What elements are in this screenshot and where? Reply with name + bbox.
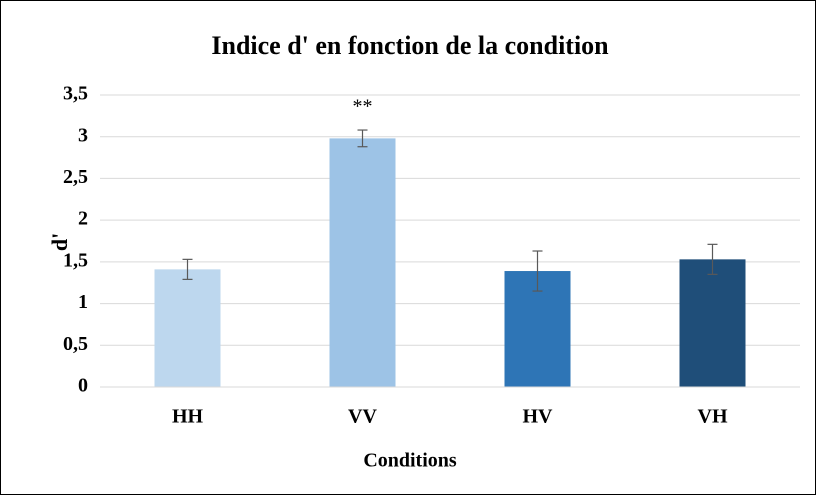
chart-title: Indice d' en fonction de la condition (211, 31, 609, 60)
x-tick-label: HV (523, 406, 554, 428)
y-tick-label: 3,5 (63, 83, 88, 105)
y-tick-label: 3 (78, 124, 88, 146)
y-axis-label: d' (47, 233, 72, 251)
annotation: ** (353, 96, 373, 118)
y-tick-label: 1 (78, 291, 88, 313)
x-tick-label: VV (348, 406, 377, 428)
bar (329, 138, 396, 387)
y-tick-label: 0,5 (63, 333, 88, 355)
y-tick-label: 2,5 (63, 166, 88, 188)
y-tick-label: 0 (78, 375, 88, 397)
x-tick-label: VH (698, 406, 728, 428)
y-tick-label: 2 (78, 208, 88, 230)
bar (154, 269, 221, 387)
x-tick-label: HH (172, 406, 204, 428)
x-axis-label: Conditions (363, 450, 457, 472)
bar (679, 259, 746, 387)
y-tick-label: 1,5 (63, 249, 88, 271)
